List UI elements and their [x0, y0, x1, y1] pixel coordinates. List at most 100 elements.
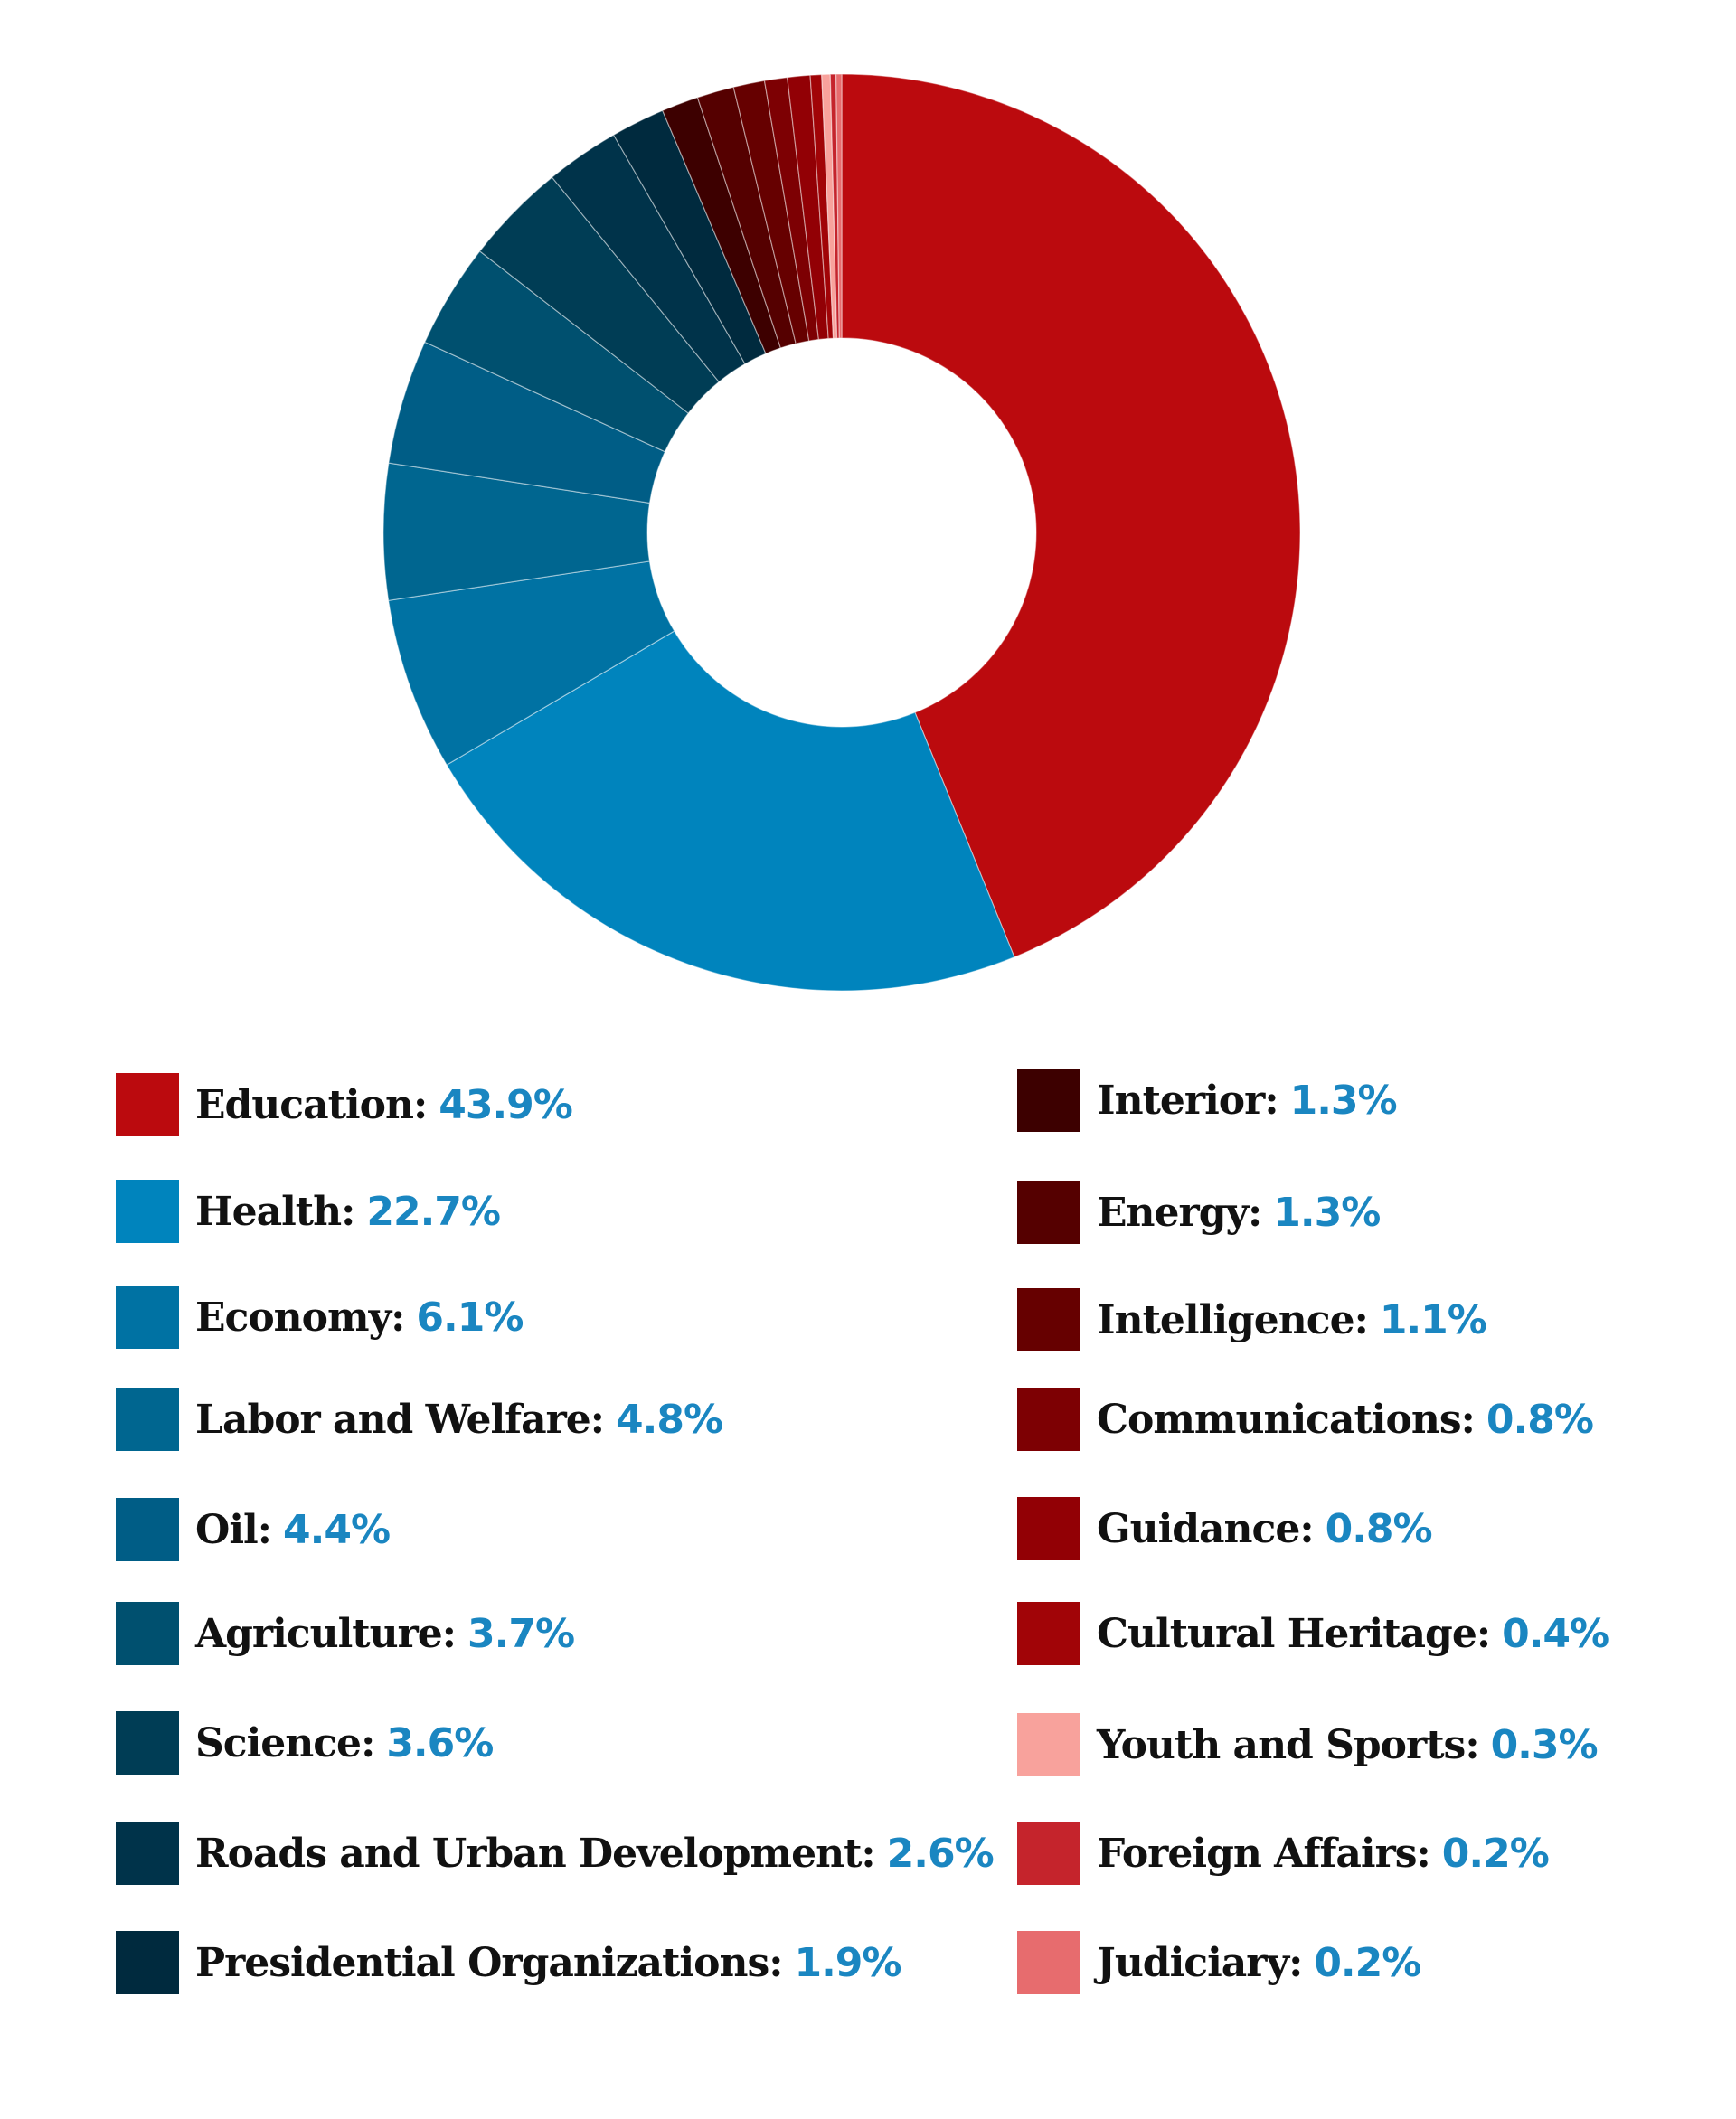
legend-swatch: [1017, 1288, 1080, 1351]
legend-value: 0.8%: [1325, 1505, 1433, 1552]
legend-value: 2.6%: [886, 1830, 995, 1877]
legend-value: 1.3%: [1273, 1189, 1381, 1236]
legend-value: 0.3%: [1490, 1721, 1599, 1768]
legend-label: Energy: [1097, 1189, 1249, 1236]
legend-colon: :: [1416, 1830, 1431, 1877]
legend-item-communications: Communications:0.8%: [1017, 1388, 1594, 1451]
slice-foreign-affairs: [829, 73, 840, 339]
legend-item-labor-and-welfare: Labor and Welfare:4.8%: [116, 1388, 723, 1451]
legend-swatch: [116, 1711, 179, 1775]
legend-value: 0.4%: [1502, 1610, 1609, 1657]
legend-item-youth-and-sports: Youth and Sports:0.3%: [1017, 1713, 1599, 1776]
legend-swatch: [1017, 1602, 1080, 1665]
legend-item-presidential-organizations: Presidential Organizations:1.9%: [116, 1931, 902, 1994]
legend-label: Labor and Welfare: [195, 1396, 591, 1443]
legend-swatch: [1017, 1931, 1080, 1994]
legend-swatch: [116, 1388, 179, 1451]
legend-label: Science: [195, 1719, 362, 1766]
slice-roads-and-urban-development: [551, 134, 746, 383]
slice-judiciary: [835, 73, 843, 339]
legend-item-science: Science:3.6%: [116, 1711, 494, 1775]
slice-labor-and-welfare: [382, 462, 651, 601]
legend-swatch: [116, 1498, 179, 1561]
legend-label: Judiciary: [1097, 1939, 1289, 1986]
legend-colon: :: [769, 1939, 784, 1986]
legend-item-oil: Oil:4.4%: [116, 1498, 391, 1561]
slice-agriculture: [424, 250, 690, 453]
legend-label: Health: [195, 1188, 342, 1235]
slice-science: [478, 176, 720, 414]
legend-swatch: [116, 1602, 179, 1665]
legend-item-energy: Energy:1.3%: [1017, 1181, 1381, 1244]
legend-swatch: [116, 1180, 179, 1243]
legend-value: 0.8%: [1486, 1396, 1594, 1443]
legend-swatch: [1017, 1388, 1080, 1451]
legend-label: Communications: [1097, 1396, 1462, 1443]
legend-value: 4.4%: [283, 1506, 391, 1553]
legend-colon: :: [1248, 1189, 1263, 1236]
legend-swatch: [116, 1822, 179, 1885]
legend-value: 1.1%: [1379, 1296, 1487, 1343]
legend-colon: :: [590, 1396, 606, 1443]
legend-colon: :: [1465, 1721, 1480, 1768]
legend-label: Youth and Sports: [1097, 1721, 1466, 1768]
legend-colon: :: [861, 1830, 876, 1877]
legend-colon: :: [361, 1719, 376, 1766]
legend-item-education: Education:43.9%: [116, 1073, 573, 1136]
legend-value: 43.9%: [439, 1081, 573, 1128]
slice-oil: [388, 341, 666, 504]
legend-colon: :: [1299, 1505, 1315, 1552]
legend-value: 0.2%: [1314, 1939, 1421, 1986]
legend-colon: :: [412, 1081, 429, 1128]
legend-swatch: [1017, 1069, 1080, 1132]
legend-value: 0.2%: [1441, 1830, 1550, 1877]
legend-colon: :: [1288, 1939, 1304, 1986]
legend-colon: :: [257, 1506, 273, 1553]
legend-swatch: [116, 1073, 179, 1136]
legend-value: 4.8%: [616, 1396, 723, 1443]
legend-colon: :: [1460, 1396, 1476, 1443]
legend-label: Cultural Heritage: [1097, 1610, 1477, 1657]
legend-label: Guidance: [1097, 1505, 1300, 1552]
legend-colon: :: [1264, 1077, 1279, 1124]
donut-slices: [382, 73, 1301, 992]
legend-item-roads-and-urban-development: Roads and Urban Development:2.6%: [116, 1822, 995, 1885]
legend-label: Agriculture: [195, 1610, 443, 1657]
legend-label: Economy: [195, 1294, 392, 1341]
legend-item-intelligence: Intelligence:1.1%: [1017, 1288, 1487, 1351]
slice-education: [841, 73, 1301, 958]
legend-label: Education: [195, 1081, 414, 1128]
legend-value: 22.7%: [366, 1188, 501, 1235]
legend-item-foreign-affairs: Foreign Affairs:0.2%: [1017, 1822, 1550, 1885]
legend-swatch: [1017, 1822, 1080, 1885]
legend-label: Foreign Affairs: [1097, 1830, 1418, 1877]
legend-value: 1.3%: [1289, 1077, 1398, 1124]
legend-item-cultural-heritage: Cultural Heritage:0.4%: [1017, 1602, 1609, 1665]
legend-label: Interior: [1097, 1077, 1265, 1124]
legend-label: Presidential Organizations: [195, 1939, 769, 1986]
legend-colon: :: [441, 1610, 458, 1657]
legend-swatch: [1017, 1497, 1080, 1560]
legend-swatch: [116, 1286, 179, 1349]
legend-swatch: [116, 1931, 179, 1994]
slice-cultural-heritage: [809, 73, 835, 340]
legend-value: 3.7%: [467, 1610, 575, 1657]
slice-youth-and-sports: [821, 73, 838, 339]
legend-colon: :: [1476, 1610, 1492, 1657]
legend-item-judiciary: Judiciary:0.2%: [1017, 1931, 1421, 1994]
legend-colon: :: [1354, 1296, 1369, 1343]
legend-colon: :: [341, 1188, 356, 1235]
legend-value: 3.6%: [386, 1719, 494, 1766]
legend-item-agriculture: Agriculture:3.7%: [116, 1602, 575, 1665]
legend-label: Oil: [195, 1506, 259, 1553]
legend-label: Roads and Urban Development: [195, 1830, 862, 1877]
slice-interior: [661, 96, 782, 354]
legend-swatch: [1017, 1713, 1080, 1776]
legend-item-health: Health:22.7%: [116, 1180, 501, 1243]
legend-swatch: [1017, 1181, 1080, 1244]
legend-item-interior: Interior:1.3%: [1017, 1069, 1398, 1132]
legend-item-guidance: Guidance:0.8%: [1017, 1497, 1433, 1560]
legend-label: Intelligence: [1097, 1296, 1355, 1343]
legend-value: 1.9%: [794, 1939, 901, 1986]
